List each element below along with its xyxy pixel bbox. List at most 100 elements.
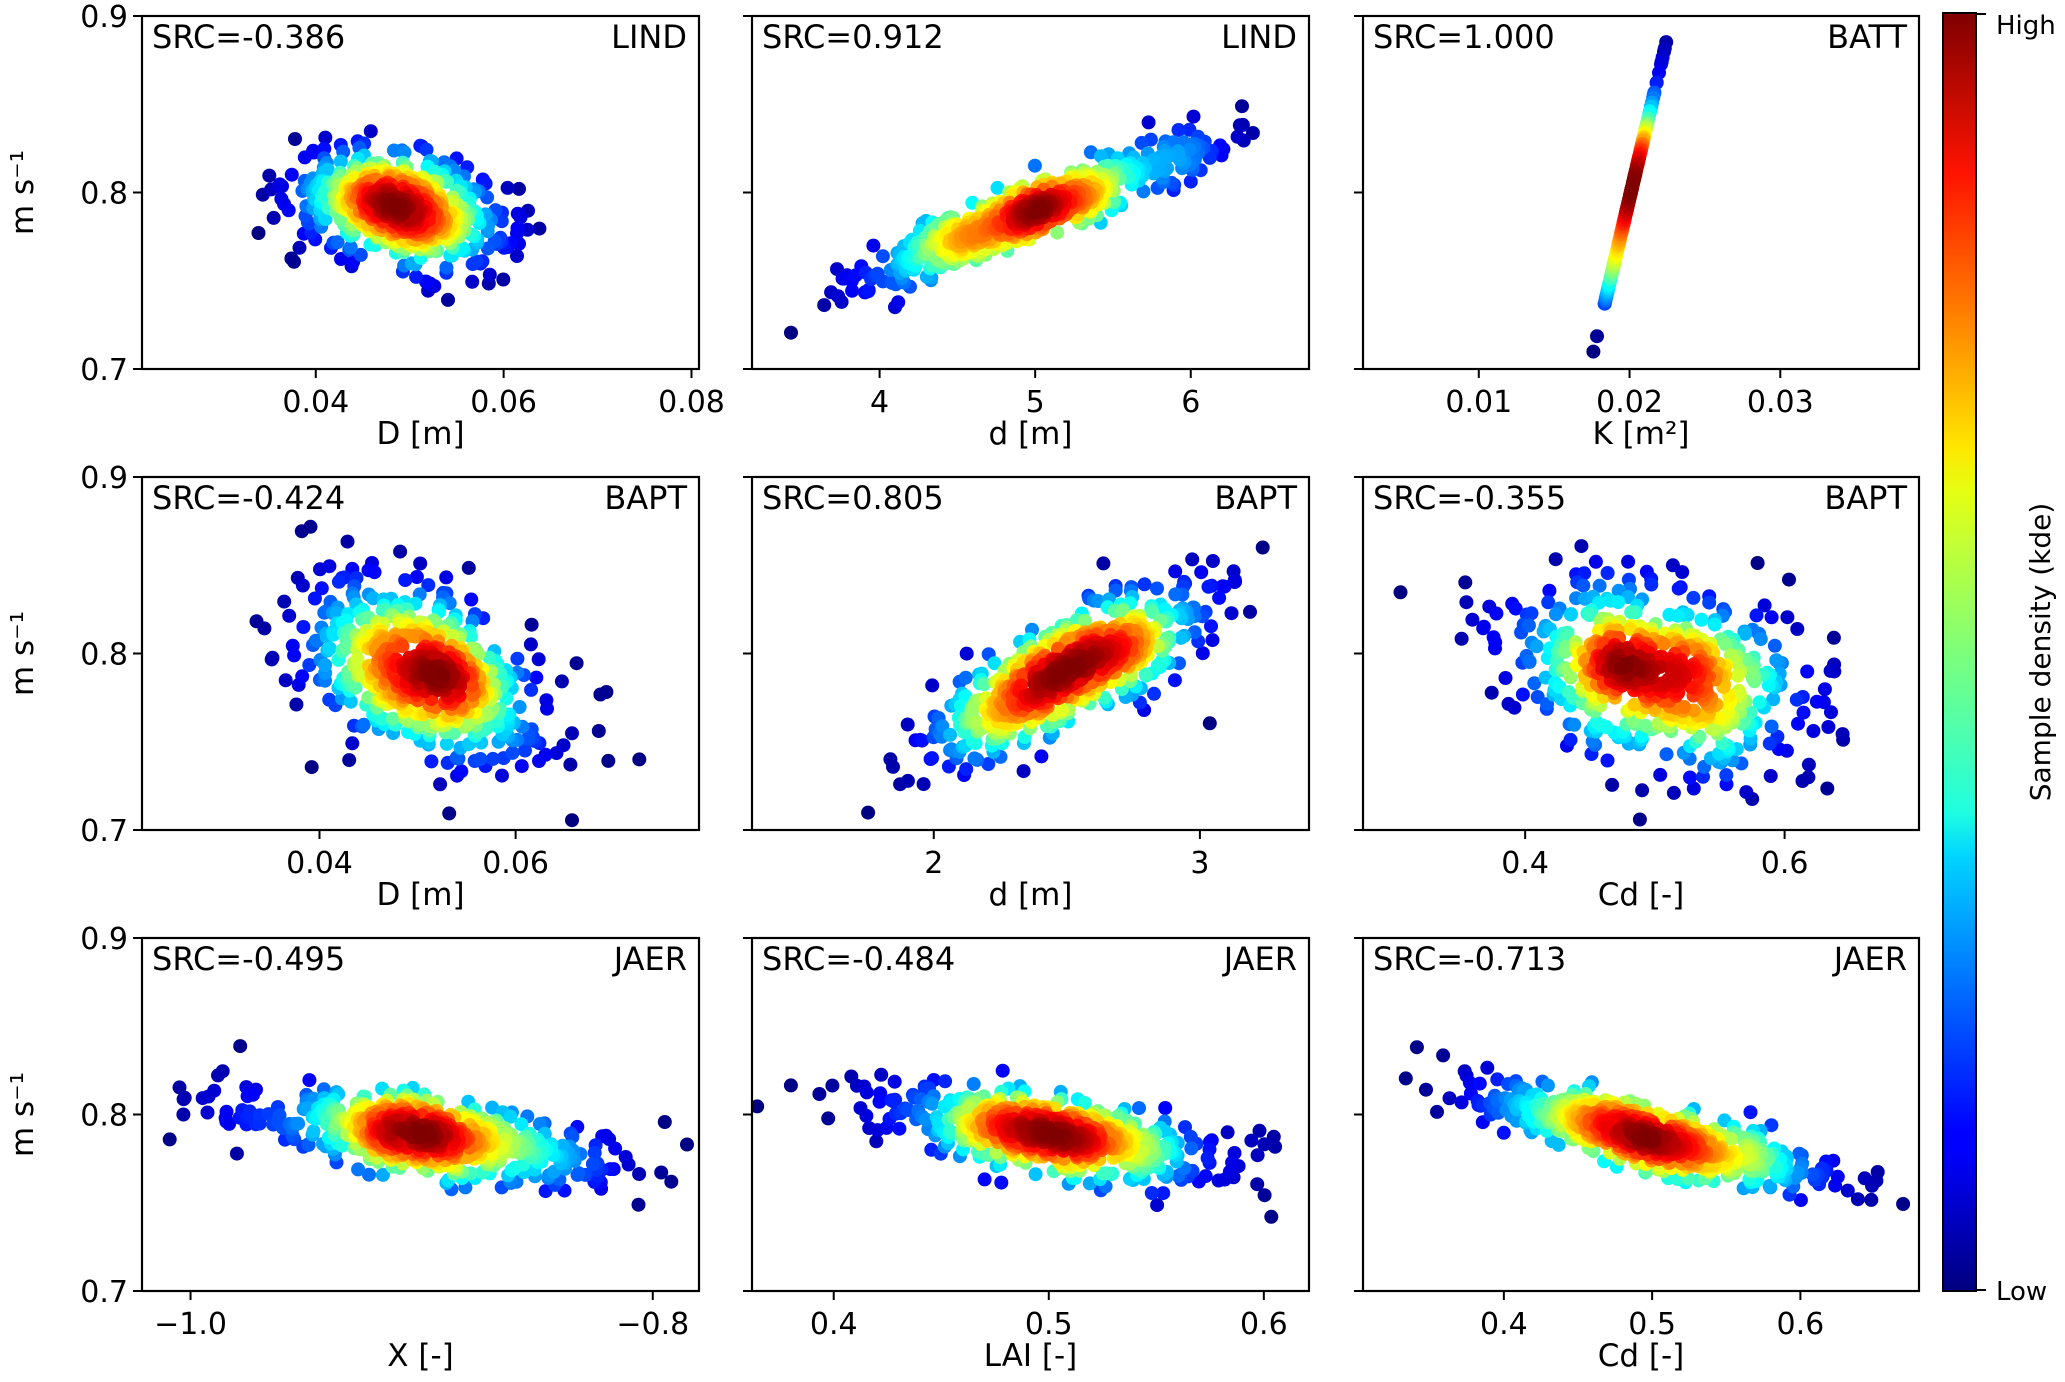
data-point xyxy=(1743,1105,1758,1120)
data-point xyxy=(233,1039,248,1054)
data-point xyxy=(306,145,321,160)
data-point xyxy=(1257,1137,1272,1152)
data-point xyxy=(494,214,509,229)
data-point xyxy=(1202,150,1217,165)
data-point xyxy=(410,1126,425,1140)
scatter-panel-2: 4 5 6d [m]SRC=0.912 LIND xyxy=(743,14,1311,452)
model-label: BATT xyxy=(1827,18,1907,56)
data-point xyxy=(1515,687,1530,702)
data-point xyxy=(565,726,579,741)
data-point xyxy=(1548,607,1563,622)
data-point xyxy=(859,1108,874,1123)
data-point xyxy=(512,181,526,196)
model-label: LIND xyxy=(611,18,687,56)
data-point xyxy=(409,269,424,284)
x-tick-label: −1.0 xyxy=(154,1307,227,1342)
data-point xyxy=(892,1121,907,1136)
data-point xyxy=(1638,718,1653,733)
data-point xyxy=(1141,115,1156,130)
data-point xyxy=(1205,554,1220,568)
data-point xyxy=(1764,719,1779,734)
model-label: BAPT xyxy=(1214,479,1297,517)
data-point xyxy=(419,142,434,157)
data-point xyxy=(465,274,480,289)
data-point xyxy=(1541,595,1556,610)
points xyxy=(784,99,1260,340)
data-point xyxy=(330,235,345,250)
data-point xyxy=(916,777,931,792)
data-point xyxy=(1627,697,1642,712)
data-point xyxy=(1830,1169,1845,1184)
x-tick-label: 0.02 xyxy=(1596,385,1663,420)
data-point xyxy=(500,180,515,195)
data-point xyxy=(201,1089,216,1104)
data-point xyxy=(1666,785,1681,800)
src-annotation: SRC=1.000 xyxy=(1373,18,1555,56)
data-point xyxy=(1589,715,1604,730)
data-point xyxy=(540,701,554,716)
data-point xyxy=(1244,1133,1259,1148)
data-point xyxy=(1529,639,1544,654)
data-point xyxy=(1817,682,1832,697)
data-point xyxy=(1739,785,1754,800)
data-point xyxy=(240,1089,255,1104)
scatter-panel-3: 0.01 0.02 0.03K [m²]SRC=1.000 BATT xyxy=(1354,14,1921,452)
data-point xyxy=(1675,565,1690,580)
data-point xyxy=(1780,610,1795,625)
data-point xyxy=(1653,767,1668,782)
data-point xyxy=(1800,664,1815,679)
data-point xyxy=(1632,812,1647,827)
data-point xyxy=(1850,1192,1865,1207)
data-point xyxy=(1490,1072,1505,1087)
data-point xyxy=(608,1141,623,1156)
x-tick-label: 0.4 xyxy=(1501,846,1549,881)
x-axis-label: K [m²] xyxy=(1593,416,1690,452)
x-axis-label: D [m] xyxy=(376,877,464,913)
x-tick-label: 4 xyxy=(870,385,889,420)
data-point xyxy=(441,292,455,307)
data-point xyxy=(1198,1169,1213,1184)
data-point xyxy=(563,757,578,772)
data-point xyxy=(1202,716,1217,731)
x-tick-label: 5 xyxy=(1026,385,1045,420)
data-point xyxy=(1136,184,1151,199)
data-point xyxy=(512,700,527,714)
data-point xyxy=(1144,1186,1159,1200)
x-tick-label: 0.04 xyxy=(286,846,353,881)
data-point xyxy=(295,669,310,684)
data-point xyxy=(351,1162,366,1177)
data-point xyxy=(510,249,524,263)
data-point xyxy=(765,1206,779,1220)
data-point xyxy=(1820,781,1835,796)
data-point xyxy=(284,251,299,266)
data-point xyxy=(1430,1104,1444,1119)
data-point xyxy=(339,641,353,656)
data-point xyxy=(1574,539,1589,554)
data-point xyxy=(654,1165,669,1180)
x-tick-label: 6 xyxy=(1181,385,1200,420)
data-point xyxy=(282,608,297,623)
data-point xyxy=(1195,646,1210,661)
data-point xyxy=(1790,1165,1805,1180)
x-tick-label: 0.6 xyxy=(1761,846,1809,881)
data-point xyxy=(1250,1177,1265,1192)
data-point xyxy=(291,1116,306,1131)
scatter-panel-9: 0.4 0.5 0.6Cd [-]SRC=-0.713 JAER xyxy=(1354,936,1921,1374)
data-point xyxy=(343,240,358,255)
data-point xyxy=(1542,583,1557,598)
data-point xyxy=(1225,1155,1240,1170)
data-point xyxy=(1551,1137,1566,1152)
data-point xyxy=(1031,201,1046,216)
data-point xyxy=(1442,1091,1457,1106)
data-point xyxy=(1707,617,1722,632)
data-point xyxy=(869,1134,884,1149)
points xyxy=(1586,35,1674,359)
data-point xyxy=(1656,636,1671,651)
data-point xyxy=(967,751,982,766)
y-axis-label: m s⁻¹ xyxy=(5,611,41,696)
data-point xyxy=(529,670,544,685)
data-point xyxy=(1232,118,1247,133)
data-point xyxy=(959,646,974,661)
data-point xyxy=(266,210,281,225)
data-point xyxy=(1200,1151,1215,1166)
